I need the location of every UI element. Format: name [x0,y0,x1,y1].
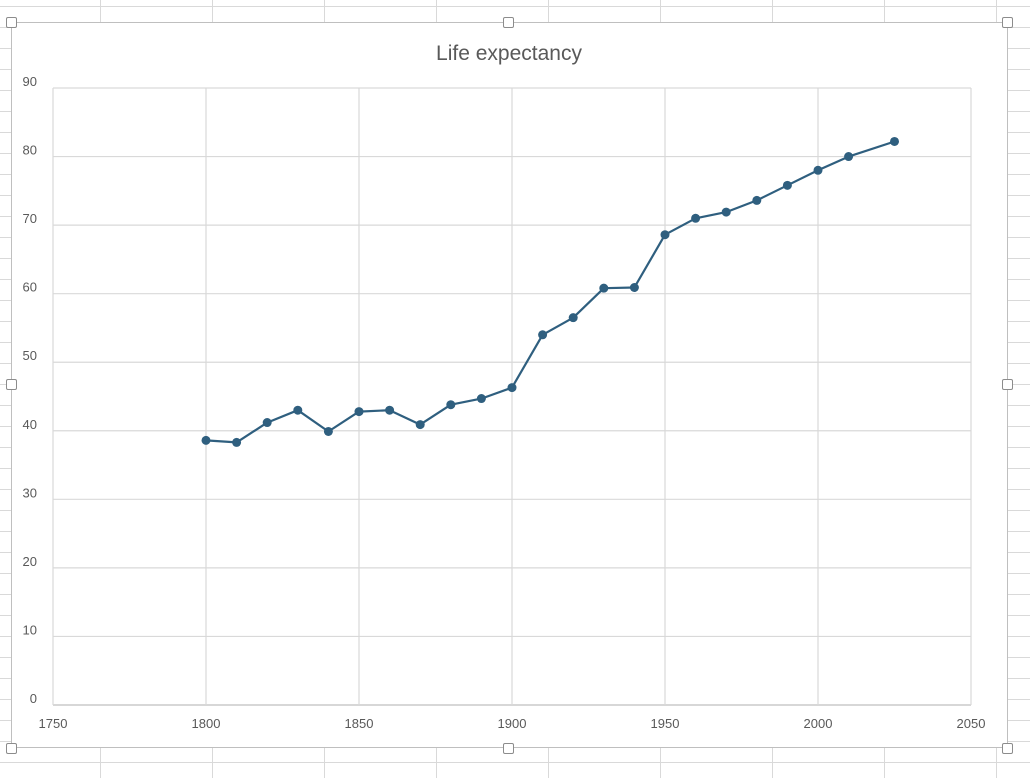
data-point[interactable] [752,195,762,205]
data-point[interactable] [629,282,639,292]
data-point[interactable] [844,152,854,162]
data-point[interactable] [813,165,823,175]
x-tick-label: 1950 [651,716,680,731]
y-tick-label: 40 [23,417,37,432]
data-point[interactable] [232,437,242,447]
data-point[interactable] [568,313,578,323]
data-point[interactable] [660,230,670,240]
data-point[interactable] [691,213,701,223]
x-tick-label: 1900 [498,716,527,731]
y-tick-label: 0 [30,691,37,706]
data-point[interactable] [262,418,272,428]
data-point[interactable] [599,283,609,293]
x-tick-label: 1750 [39,716,68,731]
x-tick-label: 2000 [804,716,833,731]
y-tick-label: 90 [23,74,37,89]
data-point[interactable] [890,136,899,146]
resize-handle-top-left[interactable] [6,17,17,28]
y-tick-label: 50 [23,348,37,363]
resize-handle-bottom-right[interactable] [1002,743,1013,754]
chart-title: Life expectancy [436,42,582,65]
y-tick-label: 20 [23,554,37,569]
data-point[interactable] [415,420,425,430]
resize-handle-right[interactable] [1002,379,1013,390]
resize-handle-top-right[interactable] [1002,17,1013,28]
data-point[interactable] [354,407,364,417]
data-point[interactable] [323,426,333,436]
resize-handle-bottom[interactable] [503,743,514,754]
x-tick-label: 2050 [957,716,986,731]
x-tick-label: 1850 [345,716,374,731]
data-point[interactable] [201,435,211,445]
data-point[interactable] [507,383,517,393]
data-point[interactable] [385,405,395,415]
y-tick-label: 30 [23,485,37,500]
y-tick-label: 10 [23,622,37,637]
data-point[interactable] [721,207,731,217]
axis-labels: 0 10 20 30 40 50 60 70 80 90 1750 1800 1850 1900 1950 2… [23,74,986,731]
resize-handle-left[interactable] [6,379,17,390]
gridlines [52,87,972,706]
data-point[interactable] [476,394,486,404]
y-tick-label: 70 [23,211,37,226]
y-tick-label: 60 [23,280,37,295]
x-tick-label: 1800 [192,716,221,731]
resize-handle-top[interactable] [503,17,514,28]
y-tick-label: 80 [23,143,37,158]
data-point[interactable] [446,400,456,410]
data-point[interactable] [782,180,792,190]
data-point[interactable] [293,405,303,415]
data-point[interactable] [538,330,548,340]
resize-handle-bottom-left[interactable] [6,743,17,754]
series-group [201,136,899,447]
